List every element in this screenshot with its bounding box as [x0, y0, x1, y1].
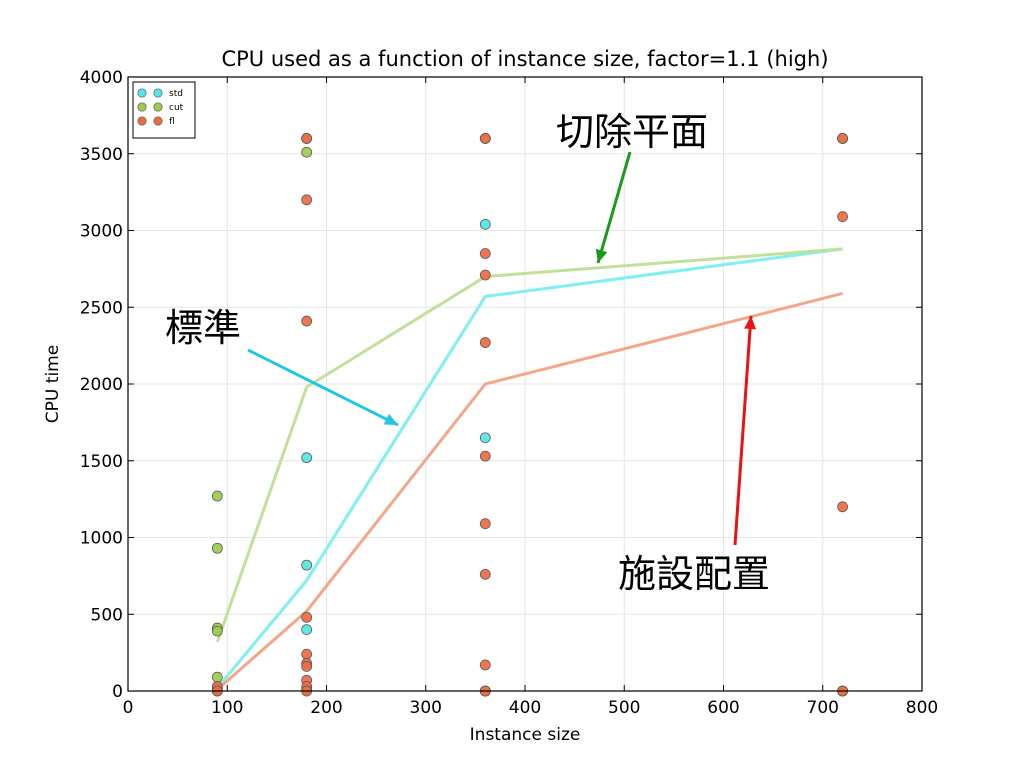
y-tick-label: 2000: [80, 375, 123, 395]
annotation-standard: 標準: [165, 306, 241, 350]
y-tick-label: 0: [112, 682, 123, 702]
series-line-fl: [216, 291, 843, 691]
y-tick-label: 1000: [80, 529, 123, 549]
grid: [128, 77, 922, 691]
data-point-fl: [837, 501, 848, 513]
data-point-fl: [301, 648, 313, 660]
x-tick-label: 600: [707, 698, 739, 718]
x-tick-label: 100: [211, 698, 243, 718]
data-point-std: [301, 452, 313, 464]
data-point-cut: [211, 671, 223, 683]
y-tick-label: 3500: [80, 145, 123, 165]
data-point-fl: [479, 337, 491, 348]
data-point-fl: [301, 132, 313, 144]
y-tick-label: 3000: [80, 222, 123, 242]
data-point-fl: [479, 269, 491, 281]
y-tick-label: 1500: [80, 452, 123, 472]
x-tick-label: 700: [807, 698, 839, 718]
legend-marker-std: [153, 88, 163, 98]
y-tick-label: 2500: [80, 298, 123, 318]
chart-title: CPU used as a function of instance size,…: [221, 47, 828, 71]
data-point-cut: [211, 625, 223, 637]
data-point-fl: [301, 661, 313, 672]
data-point-std: [301, 559, 313, 571]
y-tick-label: 4000: [80, 68, 123, 88]
arrow-facility-location-head: [744, 316, 757, 330]
y-tick-label: 500: [91, 605, 123, 625]
data-point-fl: [479, 568, 491, 580]
legend-marker-fl: [137, 116, 147, 126]
series-lines: [215, 247, 843, 691]
x-tick-label: 300: [410, 698, 442, 718]
annotation-cutting-plane: 切除平面: [556, 110, 708, 154]
annotation-facility-location: 施設配置: [618, 552, 770, 596]
data-point-cut: [211, 490, 223, 502]
arrow-cutting-plane-shaft: [596, 151, 632, 264]
series-line-std: [216, 247, 843, 689]
x-tick-label: 200: [310, 698, 342, 718]
data-point-std: [479, 218, 491, 230]
arrow-cutting-plane-head: [595, 248, 608, 263]
data-point-fl: [837, 211, 848, 223]
data-point-fl: [301, 611, 313, 623]
legend-marker-cut: [137, 102, 147, 112]
series-points: [211, 132, 848, 697]
annotations: 切除平面 標準 施設配置: [165, 110, 770, 596]
data-point-fl: [301, 315, 313, 327]
x-axis-label: Instance size: [470, 725, 581, 745]
x-tick-label: 0: [123, 698, 134, 718]
legend-marker-cut: [153, 102, 163, 112]
data-point-cut: [211, 542, 223, 554]
legend-label-cut: cut: [169, 103, 184, 113]
x-tick-label: 800: [906, 698, 938, 718]
x-tick-label: 400: [509, 698, 541, 718]
legend-label-fl: fl: [169, 117, 175, 127]
arrow-standard-shaft: [247, 348, 399, 427]
data-point-cut: [301, 146, 313, 158]
legend-marker-fl: [153, 116, 163, 126]
arrow-facility-location-shaft: [733, 315, 753, 546]
legend-label-std: std: [169, 89, 183, 99]
data-point-std: [301, 624, 313, 635]
data-point-fl: [837, 132, 848, 144]
legend-marker-std: [137, 88, 147, 98]
x-tick-label: 500: [608, 698, 640, 718]
arrow-standard-head: [383, 413, 398, 425]
legend: std cut fl: [132, 81, 196, 139]
data-point-fl: [479, 248, 491, 259]
data-point-fl: [479, 450, 491, 462]
y-axis-label: CPU time: [43, 345, 63, 423]
data-point-std: [479, 432, 491, 444]
data-point-fl: [479, 518, 491, 530]
axis-ticks: 0 100 200 300 400 500 600 700 800 0 500 1000 1500 200…: [80, 68, 938, 718]
data-point-fl: [301, 194, 313, 206]
data-point-fl: [479, 132, 491, 144]
data-point-fl: [479, 659, 491, 671]
series-line-cut: [215, 247, 843, 643]
